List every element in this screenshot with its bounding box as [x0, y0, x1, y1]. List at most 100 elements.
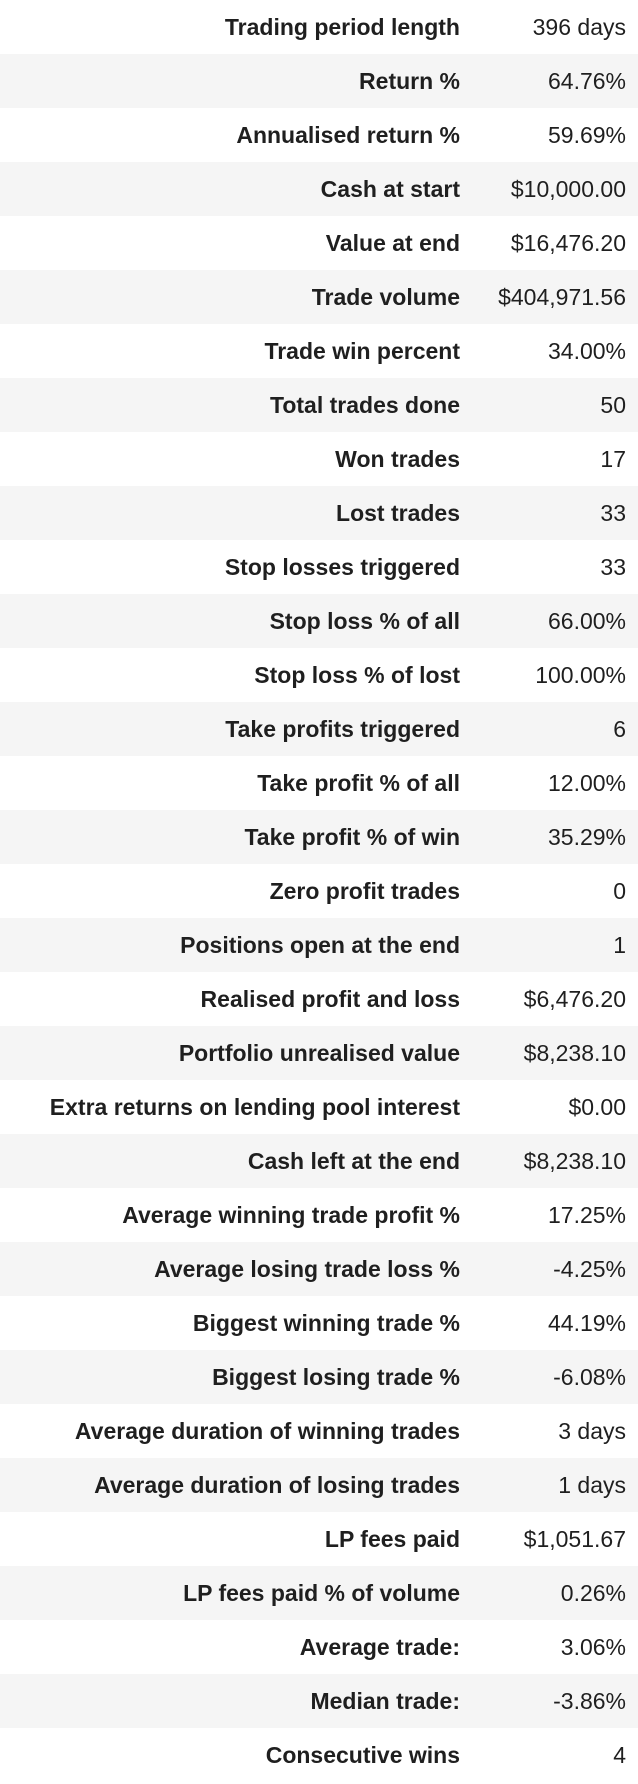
stat-row: Won trades 17 — [0, 432, 638, 486]
stat-label: Take profits triggered — [225, 715, 460, 742]
stat-value: 0 — [613, 877, 626, 904]
stat-value: 64.76% — [547, 67, 626, 94]
stat-row: Portfolio unrealised value $8,238.10 — [0, 1026, 638, 1080]
stat-label: Zero profit trades — [269, 877, 460, 904]
stat-value: 6 — [613, 715, 626, 742]
stat-row: LP fees paid $1,051.67 — [0, 1512, 638, 1566]
stat-label: Return % — [359, 67, 460, 94]
stat-label: Average trade: — [299, 1633, 460, 1660]
stat-row: Lost trades 33 — [0, 486, 638, 540]
stat-row: Median trade: -3.86% — [0, 1674, 638, 1728]
stat-row: Average losing trade loss % -4.25% — [0, 1242, 638, 1296]
stat-row: Total trades done 50 — [0, 378, 638, 432]
stat-value: 33 — [600, 499, 626, 526]
stat-value: 50 — [600, 391, 626, 418]
stat-label: Average duration of losing trades — [94, 1471, 460, 1498]
stat-value: 3.06% — [560, 1633, 626, 1660]
stat-value: $0.00 — [568, 1093, 626, 1120]
stat-value: 17.25% — [547, 1201, 626, 1228]
stat-value: 33 — [600, 553, 626, 580]
stat-label: Trading period length — [224, 13, 460, 40]
stat-label: Average losing trade loss % — [154, 1255, 460, 1282]
stat-value: 66.00% — [547, 607, 626, 634]
stat-value: 100.00% — [535, 661, 626, 688]
stat-label: Average winning trade profit % — [122, 1201, 460, 1228]
stat-value: $1,051.67 — [523, 1525, 626, 1552]
stat-value: 1 days — [558, 1471, 626, 1498]
stat-value: $8,238.10 — [523, 1147, 626, 1174]
stat-row: Extra returns on lending pool interest $0… — [0, 1080, 638, 1134]
stat-label: Stop loss % of all — [269, 607, 460, 634]
stat-value: 12.00% — [547, 769, 626, 796]
stat-value: 44.19% — [547, 1309, 626, 1336]
stat-row: Zero profit trades 0 — [0, 864, 638, 918]
stat-row: Stop losses triggered 33 — [0, 540, 638, 594]
stat-row: Biggest losing trade % -6.08% — [0, 1350, 638, 1404]
stat-row: Cash left at the end $8,238.10 — [0, 1134, 638, 1188]
stat-label: Won trades — [335, 445, 460, 472]
stat-label: Annualised return % — [236, 121, 460, 148]
stat-row: Take profit % of win 35.29% — [0, 810, 638, 864]
stat-value: -6.08% — [553, 1363, 626, 1390]
stat-value: $10,000.00 — [510, 175, 626, 202]
stat-label: Total trades done — [270, 391, 460, 418]
stat-label: Median trade: — [310, 1687, 460, 1714]
stat-value: 17 — [600, 445, 626, 472]
stat-label: Extra returns on lending pool interest — [49, 1093, 460, 1120]
stat-label: LP fees paid % of volume — [183, 1579, 460, 1606]
stat-label: Positions open at the end — [180, 931, 460, 958]
stat-row: Average trade: 3.06% — [0, 1620, 638, 1674]
stat-row: Trade win percent 34.00% — [0, 324, 638, 378]
stat-value: 35.29% — [547, 823, 626, 850]
stat-label: Trade volume — [311, 283, 460, 310]
stat-value: 3 days — [558, 1417, 626, 1444]
stat-row: Average winning trade profit % 17.25% — [0, 1188, 638, 1242]
stat-label: Take profit % of all — [257, 769, 460, 796]
stat-row: Cash at start $10,000.00 — [0, 162, 638, 216]
stat-label: Biggest losing trade % — [212, 1363, 460, 1390]
stat-row: Trading period length 396 days — [0, 0, 638, 54]
stat-row: Annualised return % 59.69% — [0, 108, 638, 162]
stat-row: Average duration of winning trades 3 days — [0, 1404, 638, 1458]
stat-row: Positions open at the end 1 — [0, 918, 638, 972]
stat-value: $6,476.20 — [523, 985, 626, 1012]
stat-label: Portfolio unrealised value — [178, 1039, 460, 1066]
stat-label: Consecutive wins — [265, 1741, 460, 1768]
stat-value: -3.86% — [553, 1687, 626, 1714]
stat-row: Trade volume $404,971.56 — [0, 270, 638, 324]
stat-value: 34.00% — [547, 337, 626, 364]
stat-row: Consecutive wins 4 — [0, 1728, 638, 1782]
stat-label: Average duration of winning trades — [74, 1417, 460, 1444]
stat-label: Take profit % of win — [244, 823, 460, 850]
stat-label: Cash left at the end — [247, 1147, 460, 1174]
stat-value: 1 — [613, 931, 626, 958]
stat-row: Value at end $16,476.20 — [0, 216, 638, 270]
stat-value: 59.69% — [547, 121, 626, 148]
stat-row: LP fees paid % of volume 0.26% — [0, 1566, 638, 1620]
stat-row: Stop loss % of lost 100.00% — [0, 648, 638, 702]
stat-value: $404,971.56 — [498, 283, 626, 310]
stat-value: 396 days — [532, 13, 626, 40]
stat-label: Stop losses triggered — [224, 553, 460, 580]
stat-label: Cash at start — [320, 175, 460, 202]
stat-row: Stop loss % of all 66.00% — [0, 594, 638, 648]
stat-label: Lost trades — [336, 499, 460, 526]
stat-value: -4.25% — [553, 1255, 626, 1282]
stat-value: $16,476.20 — [510, 229, 626, 256]
stat-label: Stop loss % of lost — [254, 661, 460, 688]
stat-label: Realised profit and loss — [200, 985, 460, 1012]
stat-label: Trade win percent — [264, 337, 460, 364]
stat-row: Realised profit and loss $6,476.20 — [0, 972, 638, 1026]
stat-row: Biggest winning trade % 44.19% — [0, 1296, 638, 1350]
stat-row: Return % 64.76% — [0, 54, 638, 108]
stat-row: Average duration of losing trades 1 days — [0, 1458, 638, 1512]
stat-row: Take profits triggered 6 — [0, 702, 638, 756]
stat-value: 0.26% — [560, 1579, 626, 1606]
stat-value: $8,238.10 — [523, 1039, 626, 1066]
stat-label: Value at end — [325, 229, 460, 256]
stat-value: 4 — [613, 1741, 626, 1768]
stat-label: Biggest winning trade % — [192, 1309, 460, 1336]
stat-label: LP fees paid — [324, 1525, 460, 1552]
